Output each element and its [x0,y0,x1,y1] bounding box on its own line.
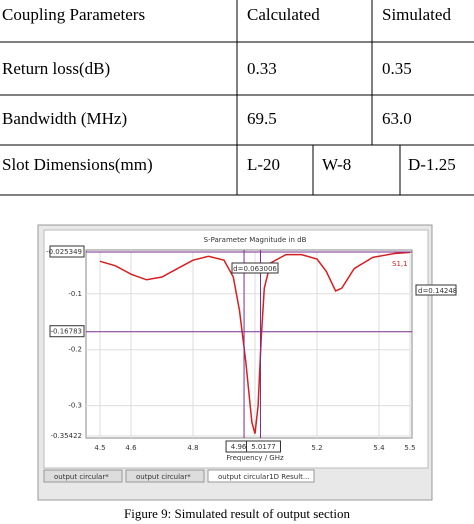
tab [207,469,315,483]
series-line [99,251,411,434]
marker-box [245,440,281,453]
caption: Figure 9: Simulated result of output sec… [124,506,351,521]
table-cell: Slot Dimensions(mm) [2,155,153,174]
y-tick-label: -0.35422 [51,432,82,440]
table-cell: 63.0 [382,109,412,128]
annotation: d=0.14248 [418,287,457,295]
x-tick-label: 5.5 [404,444,415,452]
table-cell: 69.5 [247,109,277,128]
x-tick-label: 4.5 [94,444,105,452]
plot-area [85,249,413,439]
tab-label: output circular* [54,473,109,481]
x-tick-label: 5.4 [373,444,385,452]
table-cell: Return loss(dB) [2,59,110,78]
table-cell: Calculated [247,5,320,24]
x-tick-label: 5.2 [311,444,322,452]
y-tick-label: -0.2 [68,346,82,354]
tab-label: output circular* [136,473,191,481]
legend-entry: S1,1 [392,260,408,268]
tab-label: output circular1D Result... [218,473,310,481]
y-tick-label: -0.3 [68,402,82,410]
table-cell: 0.33 [247,59,277,78]
marker-label: 5.0177 [251,443,276,451]
table-cell: D-1.25 [408,155,456,174]
table-cell: L-20 [247,155,280,174]
marker-box [49,325,85,338]
table-cell: 0.35 [382,59,412,78]
x-tick-label: 4.6 [125,444,137,452]
annotation-box [415,284,457,296]
x-tick-label: 4.8 [187,444,198,452]
tab [125,469,205,483]
chart-title: S-Parameter Magnitude in dB [204,236,307,244]
annotation-box [231,262,279,274]
annotation: d=0.063006 [233,265,277,273]
marker-box [49,245,85,258]
y-tick-label: -0.1 [68,290,82,298]
marker-label: 4.9647 [231,443,256,451]
table-cell: W-8 [322,155,351,174]
table-cell: Simulated [382,5,451,24]
marker-label: -0.025349 [46,248,82,256]
table-cell: Bandwidth (MHz) [2,109,127,128]
x-axis-label: Frequency / GHz [226,454,284,462]
marker-label: -0.16783 [51,328,82,336]
tab [43,469,123,483]
table-cell: Coupling Parameters [2,5,145,24]
